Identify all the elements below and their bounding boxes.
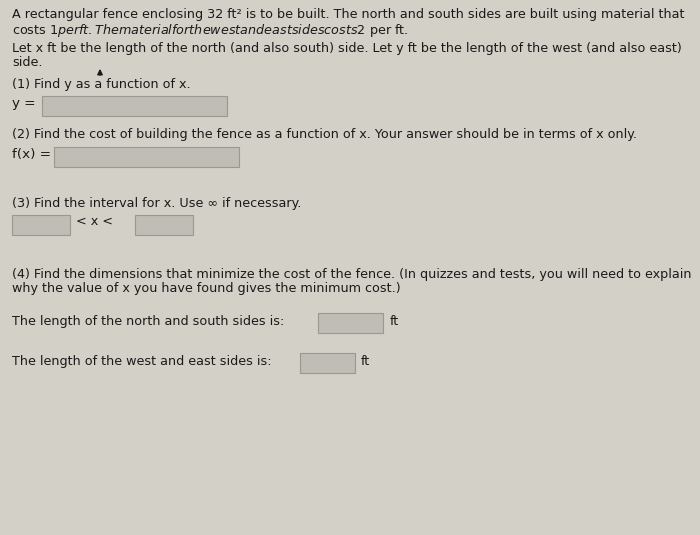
Text: < x <: < x < [76,215,113,228]
Bar [300,353,355,373]
Text: side.: side. [12,56,43,69]
Bar [12,215,70,235]
Text: ft: ft [361,355,370,368]
Text: costs $1 per ft. The material for the west and east sides costs $2 per ft.: costs $1 per ft. The material for the we… [12,22,409,39]
Text: A rectangular fence enclosing 32 ft² is to be built. The north and south sides a: A rectangular fence enclosing 32 ft² is … [12,8,685,21]
Text: why the value of x you have found gives the minimum cost.): why the value of x you have found gives … [12,282,400,295]
Text: The length of the west and east sides is:: The length of the west and east sides is… [12,355,272,368]
Text: (1) Find y as a function of x.: (1) Find y as a function of x. [12,78,190,91]
Text: The length of the north and south sides is:: The length of the north and south sides … [12,315,284,328]
Text: ft: ft [390,315,399,328]
Bar [42,96,227,116]
Bar [54,147,239,167]
Bar [318,313,383,333]
Bar [135,215,193,235]
Text: (4) Find the dimensions that minimize the cost of the fence. (In quizzes and tes: (4) Find the dimensions that minimize th… [12,268,692,281]
Text: Let x ft be the length of the north (and also south) side. Let y ft be the lengt: Let x ft be the length of the north (and… [12,42,682,55]
Text: (3) Find the interval for x. Use ∞ if necessary.: (3) Find the interval for x. Use ∞ if ne… [12,197,302,210]
Text: f(x) =: f(x) = [12,148,51,161]
Text: (2) Find the cost of building the fence as a function of x. Your answer should b: (2) Find the cost of building the fence … [12,128,637,141]
Text: y =: y = [12,97,36,110]
